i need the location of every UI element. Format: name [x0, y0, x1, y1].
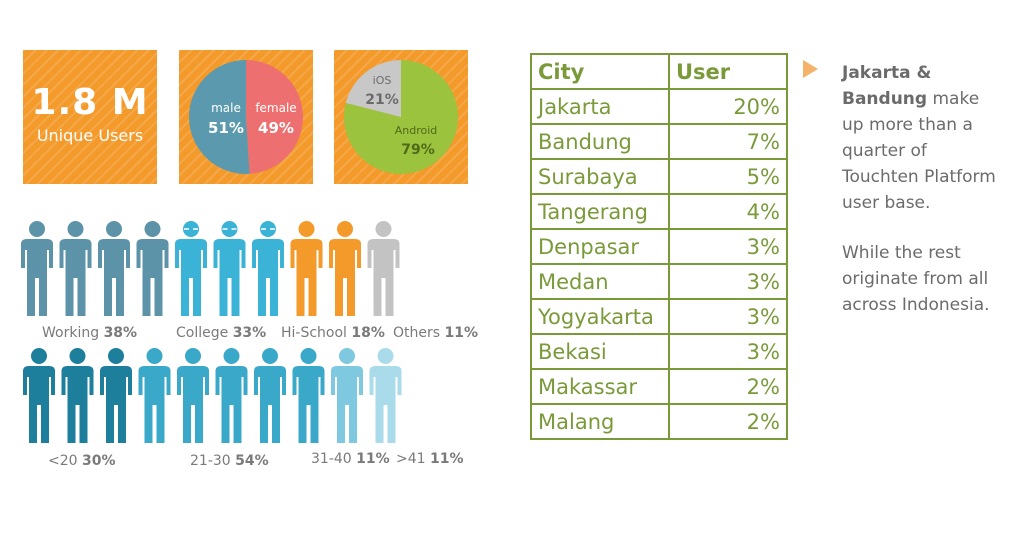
city-user-share: 4% [668, 193, 788, 230]
male-label: male [211, 101, 241, 115]
female-pct: 49% [258, 119, 294, 137]
gender-tile: male 51% female 49% [179, 50, 313, 184]
city-name: Bandung [530, 123, 670, 160]
android-label: Android [395, 124, 438, 137]
table-row: Surabaya 5% [530, 158, 788, 195]
others-person-icon [367, 221, 400, 316]
city-name: Makassar [530, 368, 670, 405]
ios-pct: 21% [365, 92, 399, 108]
table-header-city: City [530, 53, 670, 90]
city-user-share: 7% [668, 123, 788, 160]
city-name: Bekasi [530, 333, 670, 370]
age-31-40-person-icon [331, 348, 363, 443]
male-slice [188, 60, 250, 174]
city-user-share: 3% [668, 263, 788, 300]
table-row: Bandung 7% [530, 123, 788, 160]
age-over41-label: >41 11% [396, 451, 464, 467]
college-person-icon [213, 221, 246, 316]
city-name: Yogyakarta [530, 298, 670, 335]
bullet-arrow-icon [803, 60, 818, 78]
city-name: Malang [530, 403, 670, 440]
ios-label: iOS [373, 74, 392, 87]
occ-others-label: Others 11% [393, 325, 478, 341]
occ-college-label: College 33% [176, 325, 266, 341]
working-person-icon [136, 221, 169, 316]
age-21-30-person-icon [254, 348, 286, 443]
table-row: Jakarta 20% [530, 88, 788, 125]
city-user-share: 2% [668, 368, 788, 405]
age-21-30-person-icon [177, 348, 209, 443]
male-pct: 51% [208, 119, 244, 137]
table-row: Yogyakarta 3% [530, 298, 788, 335]
city-name: Tangerang [530, 193, 670, 230]
unique-users-value: 1.8 M [31, 82, 149, 123]
android-pct: 79% [401, 142, 435, 158]
age-21-30-person-icon [292, 348, 325, 443]
note-paragraph-1: Jakarta & Bandung make up more than a qu… [842, 63, 996, 213]
unique-users-label: Unique Users [36, 126, 144, 145]
age-21-30-person-icon [215, 348, 248, 443]
os-pie: iOS 21% Android 79% [344, 60, 458, 174]
city-user-share: 3% [668, 333, 788, 370]
city-user-table: City User Jakarta 20% Bandung 7% Surabaya 5% T… [530, 53, 788, 440]
unique-users-tile: 1.8 M Unique Users [23, 50, 157, 184]
college-person-icon [175, 221, 207, 316]
table-header-user: User [668, 53, 788, 90]
age-under20-person-icon [100, 348, 132, 443]
occ-hischool-label: Hi-School 18% [281, 325, 385, 341]
female-slice [246, 60, 303, 174]
table-row: Medan 3% [530, 263, 788, 300]
working-person-icon [98, 221, 130, 316]
city-name: Denpasar [530, 228, 670, 265]
city-user-share: 2% [668, 403, 788, 440]
age-under20-person-icon [61, 348, 94, 443]
gender-pie: male 51% female 49% [188, 60, 303, 174]
note-paragraph-2: While the rest originate from all across… [842, 243, 990, 315]
table-row: Malang 2% [530, 403, 788, 440]
table-row: Bekasi 3% [530, 333, 788, 370]
age-21-30-label: 21-30 54% [190, 453, 269, 469]
college-person-icon [252, 221, 284, 316]
city-name: Surabaya [530, 158, 670, 195]
age-over41-person-icon [369, 348, 402, 443]
city-user-share: 3% [668, 298, 788, 335]
occ-working-label: Working 38% [42, 325, 137, 341]
age-31-40-label: 31-40 11% [311, 451, 390, 467]
table-row: Denpasar 3% [530, 228, 788, 265]
table-header-row: City User [530, 53, 788, 90]
summary-note: Jakarta & Bandung make up more than a qu… [842, 60, 1002, 342]
city-user-share: 5% [668, 158, 788, 195]
working-person-icon [21, 221, 53, 316]
age-under20-person-icon [23, 348, 55, 443]
city-name: Jakarta [530, 88, 670, 125]
people-icons: Working 38% College 33% Hi-School 18% Ot… [21, 221, 478, 469]
table-row: Tangerang 4% [530, 193, 788, 230]
ios-slice [345, 60, 401, 117]
demographics-figures: Working 38% College 33% Hi-School 18% Ot… [18, 215, 488, 470]
working-person-icon [59, 221, 92, 316]
hischool-person-icon [290, 221, 323, 316]
age-21-30-person-icon [138, 348, 171, 443]
city-name: Medan [530, 263, 670, 300]
city-user-share: 20% [668, 88, 788, 125]
age-under20-label: <20 30% [48, 453, 116, 469]
city-user-share: 3% [668, 228, 788, 265]
female-label: female [255, 101, 296, 115]
hischool-person-icon [329, 221, 361, 316]
table-row: Makassar 2% [530, 368, 788, 405]
os-tile: iOS 21% Android 79% [334, 50, 468, 184]
